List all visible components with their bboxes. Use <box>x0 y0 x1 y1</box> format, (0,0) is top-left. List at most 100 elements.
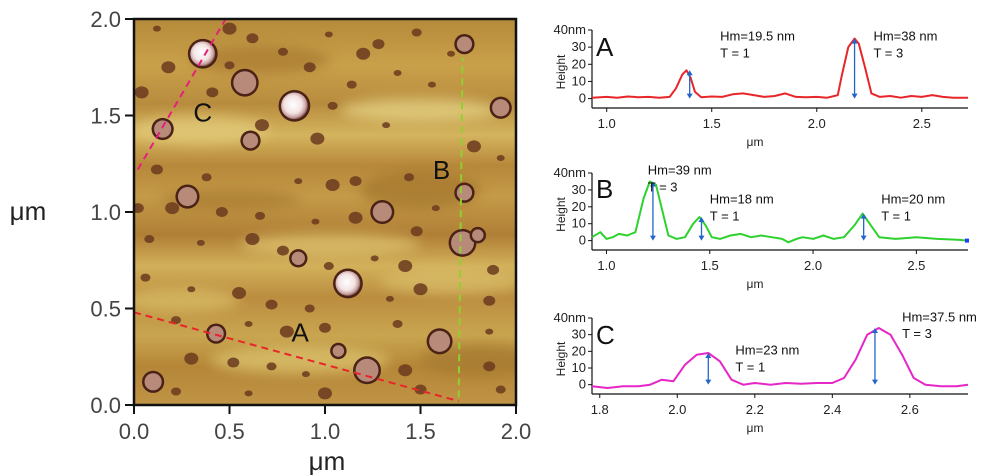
afm-x-axis-label: μm <box>309 446 346 476</box>
afm-line-label-a: A <box>291 317 309 347</box>
afm-x-tick-label: 1.0 <box>310 419 341 444</box>
afm-particle-core <box>154 120 172 138</box>
chart-b-y-tick-label: 40nm <box>553 165 586 180</box>
afm-small-particle <box>215 207 228 217</box>
chart-c-x-tick-label: 1.8 <box>591 402 609 417</box>
afm-particle <box>175 184 200 209</box>
afm-small-particle <box>301 371 310 378</box>
chart-a-y-tick-label: 30 <box>572 39 586 54</box>
afm-small-particle <box>398 260 413 273</box>
chart-c-y-tick-label: 20 <box>572 343 586 358</box>
afm-particle-core <box>332 345 345 357</box>
afm-small-particle <box>325 178 340 191</box>
afm-small-particle <box>447 50 456 57</box>
afm-small-particle <box>254 119 269 132</box>
chart-c-arrow-head-bottom <box>871 379 878 385</box>
afm-particle <box>151 117 174 141</box>
afm-small-particle <box>276 245 289 256</box>
afm-y-axis-label: μm <box>10 196 47 226</box>
chart-b-x-axis-label: μm <box>747 277 764 291</box>
chart-c-x-tick-label: 2.2 <box>746 402 764 417</box>
afm-particle <box>489 96 512 119</box>
afm-x-tick-label: 2.0 <box>501 419 532 444</box>
afm-small-particle <box>385 295 394 302</box>
afm-small-particle <box>382 122 391 129</box>
afm-particle-core <box>208 325 224 342</box>
chart-c-y-tick-label: 10 <box>572 360 586 375</box>
afm-particle-core <box>233 71 257 95</box>
afm-particle-core <box>144 373 162 391</box>
afm-x-tick-label: 0.5 <box>214 419 245 444</box>
chart-b-annotation: T = 3 <box>648 180 678 195</box>
afm-small-particle <box>245 233 260 246</box>
chart-b-x-tick-label: 1.5 <box>701 258 719 273</box>
afm-small-particle <box>277 47 288 56</box>
chart-c-arrow-head-bottom <box>705 379 712 385</box>
afm-line-label-b: B <box>433 155 450 185</box>
profile-chart-b: 0 10 20 30 40nm 1.0 1.5 2.0 2.5 μm Height Hm=39 nm T… <box>553 163 969 291</box>
afm-small-particle <box>196 239 205 246</box>
chart-b-y-tick-label: 10 <box>572 216 586 231</box>
afm-line-label-c: C <box>193 97 212 127</box>
afm-small-particle <box>483 361 496 372</box>
afm-small-particle <box>431 205 440 212</box>
afm-y-tick-label: 1.5 <box>90 104 121 129</box>
afm-y-tick-label: 0.5 <box>90 297 121 322</box>
chart-c-x-tick-label: 2.0 <box>668 402 686 417</box>
afm-small-particle <box>244 320 253 327</box>
chart-c-annotation: Hm=37.5 nm <box>902 309 977 324</box>
chart-a-arrow-head-bottom <box>851 93 858 99</box>
afm-particle-core <box>242 132 259 149</box>
afm-small-particle <box>244 390 253 397</box>
chart-c-y-tick-label: 0 <box>579 377 586 392</box>
afm-small-particle <box>411 28 422 37</box>
chart-c-arrow-head-top <box>705 353 712 358</box>
afm-profile-line-c <box>136 19 227 171</box>
afm-small-particle <box>327 101 338 110</box>
chart-c-annotation: T = 1 <box>735 359 765 374</box>
chart-b-arrow-head-top <box>698 216 705 222</box>
afm-small-particle <box>171 387 182 396</box>
afm-small-particle <box>311 218 320 225</box>
afm-small-particle <box>495 385 506 394</box>
chart-a-y-tick-label: 10 <box>572 73 586 88</box>
afm-particle-core <box>281 92 308 120</box>
afm-particle-core <box>472 229 484 241</box>
afm-small-particle <box>310 132 325 145</box>
chart-a-panel-label: A <box>596 32 614 62</box>
chart-b-annotation: T = 1 <box>710 208 740 223</box>
chart-c-annotation: Hm=23 nm <box>735 343 799 358</box>
afm-small-particle <box>134 203 144 214</box>
chart-a-profile-line <box>591 37 968 99</box>
afm-small-particle <box>392 319 403 328</box>
chart-a-annotation: Hm=38 nm <box>873 28 937 43</box>
afm-small-particle <box>187 286 196 293</box>
afm-y-tick-label: 1.0 <box>90 200 121 225</box>
chart-b-y-tick-label: 30 <box>572 182 586 197</box>
afm-small-particle <box>206 87 219 98</box>
afm-x-tick-label: 0.0 <box>119 419 150 444</box>
afm-particle <box>289 249 308 268</box>
chart-a-x-tick-label: 1.0 <box>598 116 616 131</box>
chart-c-panel-label: C <box>596 320 615 350</box>
chart-a-x-tick-label: 2.5 <box>913 116 931 131</box>
afm-particle <box>240 130 261 151</box>
afm-small-particle <box>144 235 155 244</box>
chart-a-annotation: Hm=19.5 nm <box>720 28 795 43</box>
chart-c-x-axis-label: μm <box>747 421 764 435</box>
afm-small-particle <box>483 295 496 306</box>
afm-small-particle <box>393 70 402 77</box>
chart-b-annotation: Hm=20 nm <box>881 191 945 206</box>
afm-small-particle <box>255 211 266 220</box>
afm-profile-line-b <box>457 57 464 398</box>
chart-c-x-tick-label: 2.4 <box>823 402 841 417</box>
afm-small-particle <box>184 352 199 365</box>
afm-small-particle <box>356 47 371 60</box>
afm-particle-core <box>291 251 305 266</box>
chart-c-y-axis-label: Height <box>554 341 568 376</box>
afm-small-particle <box>265 299 278 310</box>
afm-small-particle <box>427 81 436 88</box>
afm-small-particle <box>496 154 505 161</box>
chart-b-y-axis-label: Height <box>554 196 568 231</box>
